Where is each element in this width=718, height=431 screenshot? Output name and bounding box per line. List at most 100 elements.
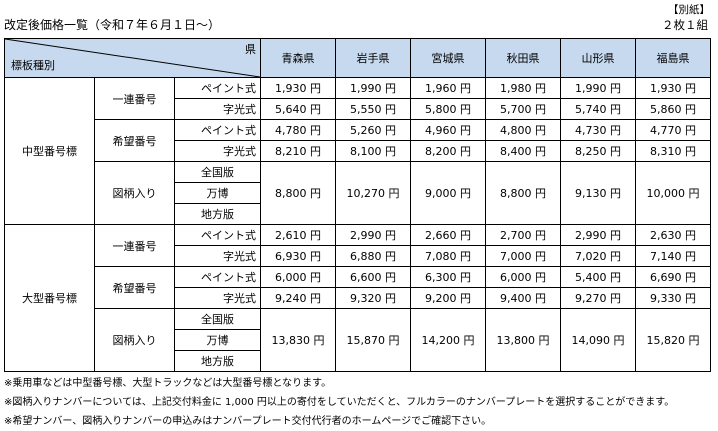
price-cell: 8,250 円 — [560, 140, 637, 162]
price-cell: 5,740 円 — [560, 98, 637, 120]
price-cell: 8,100 円 — [335, 140, 412, 162]
header-row: 県 標板種別 青森県 岩手県 宮城県 秋田県 山形県 福島県 — [3, 38, 712, 78]
price-cell: 5,700 円 — [485, 98, 562, 120]
number-category-label: 希望番号 — [94, 119, 175, 162]
diagonal-divider — [5, 39, 260, 77]
price-cell: 9,130 円 — [560, 161, 637, 225]
corner-pref-label: 県 — [245, 43, 257, 56]
price-cell: 2,700 円 — [485, 224, 562, 246]
table-row: 字光式 8,210 円 8,100 円 8,200 円 8,400 円 8,250 円 8,… — [5, 140, 712, 162]
price-cell: 14,090 円 — [560, 308, 637, 372]
notes: ※乗用車などは中型番号標、大型トラックなどは大型番号標となります。 ※図柄入りナ… — [4, 374, 674, 431]
price-cell: 15,870 円 — [335, 308, 412, 372]
prefecture-header: 青森県 — [260, 38, 337, 78]
prefecture-header: 宮城県 — [410, 38, 487, 78]
price-cell: 2,610 円 — [260, 224, 337, 246]
price-cell: 4,800 円 — [485, 119, 562, 141]
price-cell: 2,990 円 — [335, 224, 412, 246]
corner-kind-label: 標板種別 — [11, 59, 55, 72]
price-cell: 13,830 円 — [260, 308, 337, 372]
price-cell: 5,800 円 — [410, 98, 487, 120]
price-cell: 10,000 円 — [635, 161, 712, 225]
price-cell: 4,780 円 — [260, 119, 337, 141]
price-cell: 9,200 円 — [410, 287, 487, 309]
table-row: 字光式 6,930 円 6,880 円 7,080 円 7,000 円 7,020 円 7,… — [5, 245, 712, 267]
price-cell: 2,630 円 — [635, 224, 712, 246]
table-row: 大型番号標 一連番号 ペイント式 2,610 円 2,990 円 2,660 円 2,700… — [4, 224, 712, 372]
design-variant-label: 地方版 — [173, 203, 262, 225]
price-cell: 2,660 円 — [410, 224, 487, 246]
corner-header: 県 標板種別 — [3, 38, 262, 78]
price-cell: 9,240 円 — [260, 287, 337, 309]
price-cell: 14,200 円 — [410, 308, 487, 372]
price-cell: 10,270 円 — [335, 161, 412, 225]
page-title: 改定後価格一覧（令和７年６月１日～） — [4, 18, 221, 32]
note-line: ※乗用車などは中型番号標、大型トラックなどは大型番号標となります。 — [4, 378, 332, 389]
number-category-label: 希望番号 — [94, 266, 175, 309]
price-table-body: 中型番号標 一連番号 ペイント式 1,930 円 1,990 円 1,960 円 1,980… — [4, 77, 712, 372]
table-row: 万博 — [5, 182, 711, 204]
price-cell: 9,270 円 — [560, 287, 637, 309]
plate-size-label: 大型番号標 — [4, 224, 95, 372]
plate-method-label: ペイント式 — [173, 266, 262, 288]
price-cell: 8,400 円 — [485, 140, 562, 162]
price-cell: 7,140 円 — [635, 245, 712, 267]
attachment-label: 【別紙】 — [668, 4, 710, 16]
price-cell: 1,990 円 — [335, 77, 412, 99]
price-cell: 6,300 円 — [410, 266, 487, 288]
plate-method-label: 字光式 — [173, 245, 262, 267]
prefecture-header: 福島県 — [635, 38, 712, 78]
note-line: ※図柄入りナンバーについては、上記交付料金に 1,000 円以上の寄付をしていた… — [4, 397, 675, 408]
price-cell: 6,600 円 — [335, 266, 412, 288]
price-cell: 6,930 円 — [260, 245, 337, 267]
plate-method-label: 字光式 — [173, 98, 262, 120]
price-cell: 6,880 円 — [335, 245, 412, 267]
design-variant-label: 万博 — [173, 182, 262, 204]
price-cell: 8,200 円 — [410, 140, 487, 162]
price-cell: 1,980 円 — [485, 77, 562, 99]
price-cell: 15,820 円 — [635, 308, 712, 372]
plate-size-label: 中型番号標 — [4, 77, 95, 225]
design-variant-label: 地方版 — [173, 350, 262, 372]
number-category-label: 図柄入り — [94, 161, 175, 225]
set-count-label: ２枚１組 — [662, 18, 708, 32]
price-cell: 9,330 円 — [635, 287, 712, 309]
table-row: 地方版 — [5, 350, 711, 372]
price-cell: 5,640 円 — [260, 98, 337, 120]
design-variant-label: 万博 — [173, 329, 262, 351]
number-category-label: 一連番号 — [94, 77, 175, 120]
price-cell: 5,400 円 — [560, 266, 637, 288]
prefecture-header: 岩手県 — [335, 38, 412, 78]
price-cell: 6,690 円 — [635, 266, 712, 288]
price-cell: 8,800 円 — [485, 161, 562, 225]
table-row: 希望番号 ペイント式 6,000 円 6,600 円 6,300 円 6,000 円 5,4… — [5, 266, 712, 309]
plate-method-label: ペイント式 — [173, 77, 262, 99]
table-row: 中型番号標 一連番号 ペイント式 1,930 円 1,990 円 1,960 円 1,980… — [4, 77, 712, 225]
price-cell: 4,960 円 — [410, 119, 487, 141]
price-cell: 9,320 円 — [335, 287, 412, 309]
price-cell: 6,000 円 — [485, 266, 562, 288]
price-cell: 8,210 円 — [260, 140, 337, 162]
price-cell: 1,960 円 — [410, 77, 487, 99]
design-variant-label: 全国版 — [173, 308, 262, 330]
price-cell: 7,080 円 — [410, 245, 487, 267]
prefecture-header: 秋田県 — [485, 38, 562, 78]
plate-method-label: ペイント式 — [173, 119, 262, 141]
price-cell: 5,550 円 — [335, 98, 412, 120]
price-cell: 8,310 円 — [635, 140, 712, 162]
prefecture-header: 山形県 — [560, 38, 637, 78]
price-cell: 4,730 円 — [560, 119, 637, 141]
number-category-label: 一連番号 — [94, 224, 175, 267]
price-cell: 6,000 円 — [260, 266, 337, 288]
plate-method-label: 字光式 — [173, 287, 262, 309]
table-row: 希望番号 ペイント式 4,780 円 5,260 円 4,960 円 4,800 円 4,7… — [5, 119, 712, 162]
price-cell: 1,990 円 — [560, 77, 637, 99]
price-table: 県 標板種別 青森県 岩手県 宮城県 秋田県 山形県 福島県 中型番号標 一連番号… — [3, 38, 712, 372]
table-row: 図柄入り 全国版 8,800 円 10,270 円 9,000 円 8,800 円 9,13… — [5, 161, 712, 225]
price-cell: 5,860 円 — [635, 98, 712, 120]
price-cell: 7,020 円 — [560, 245, 637, 267]
price-cell: 7,000 円 — [485, 245, 562, 267]
price-cell: 9,400 円 — [485, 287, 562, 309]
price-cell: 8,800 円 — [260, 161, 337, 225]
